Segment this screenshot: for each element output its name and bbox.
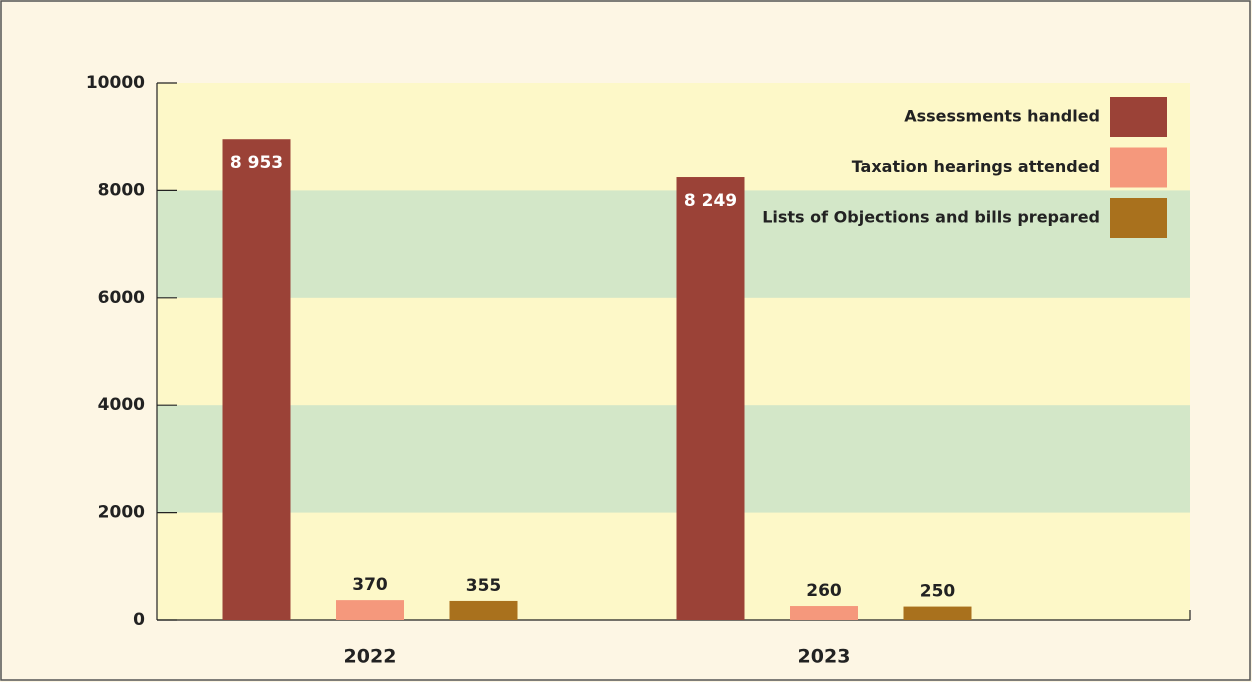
data-label: 260 xyxy=(806,581,842,601)
data-label: 8 953 xyxy=(230,153,283,173)
x-tick-label: 2022 xyxy=(344,646,397,668)
bar xyxy=(677,177,745,620)
x-tick-label: 2023 xyxy=(798,646,851,668)
bar xyxy=(336,600,404,620)
data-label: 355 xyxy=(466,576,502,596)
bar xyxy=(223,139,291,620)
legend-label: Assessments handled xyxy=(904,107,1100,126)
legend-label: Lists of Objections and bills prepared xyxy=(762,208,1100,227)
bar xyxy=(450,601,518,620)
page: {"chart_data": {"type": "bar", "categori… xyxy=(0,0,1252,682)
y-tick-label: 4000 xyxy=(98,395,145,415)
chart: 0 2000 4000 6000 8000 10000 2022 8 953 370 355 202… xyxy=(0,0,1252,682)
legend-label: Taxation hearings attended xyxy=(852,157,1100,176)
y-tick-label: 8000 xyxy=(98,180,145,200)
grid-band xyxy=(157,190,1190,297)
grid-band xyxy=(157,405,1190,512)
bar xyxy=(790,606,858,620)
data-label: 250 xyxy=(920,582,956,602)
y-tick-label: 10000 xyxy=(86,73,145,93)
legend-swatch xyxy=(1110,148,1167,188)
y-tick-label: 0 xyxy=(133,610,145,630)
y-tick-label: 6000 xyxy=(98,288,145,308)
data-label: 370 xyxy=(352,575,388,595)
data-label: 8 249 xyxy=(684,191,737,211)
legend-swatch xyxy=(1110,198,1167,238)
y-tick-label: 2000 xyxy=(98,503,145,523)
bar xyxy=(904,607,972,620)
legend-swatch xyxy=(1110,97,1167,137)
